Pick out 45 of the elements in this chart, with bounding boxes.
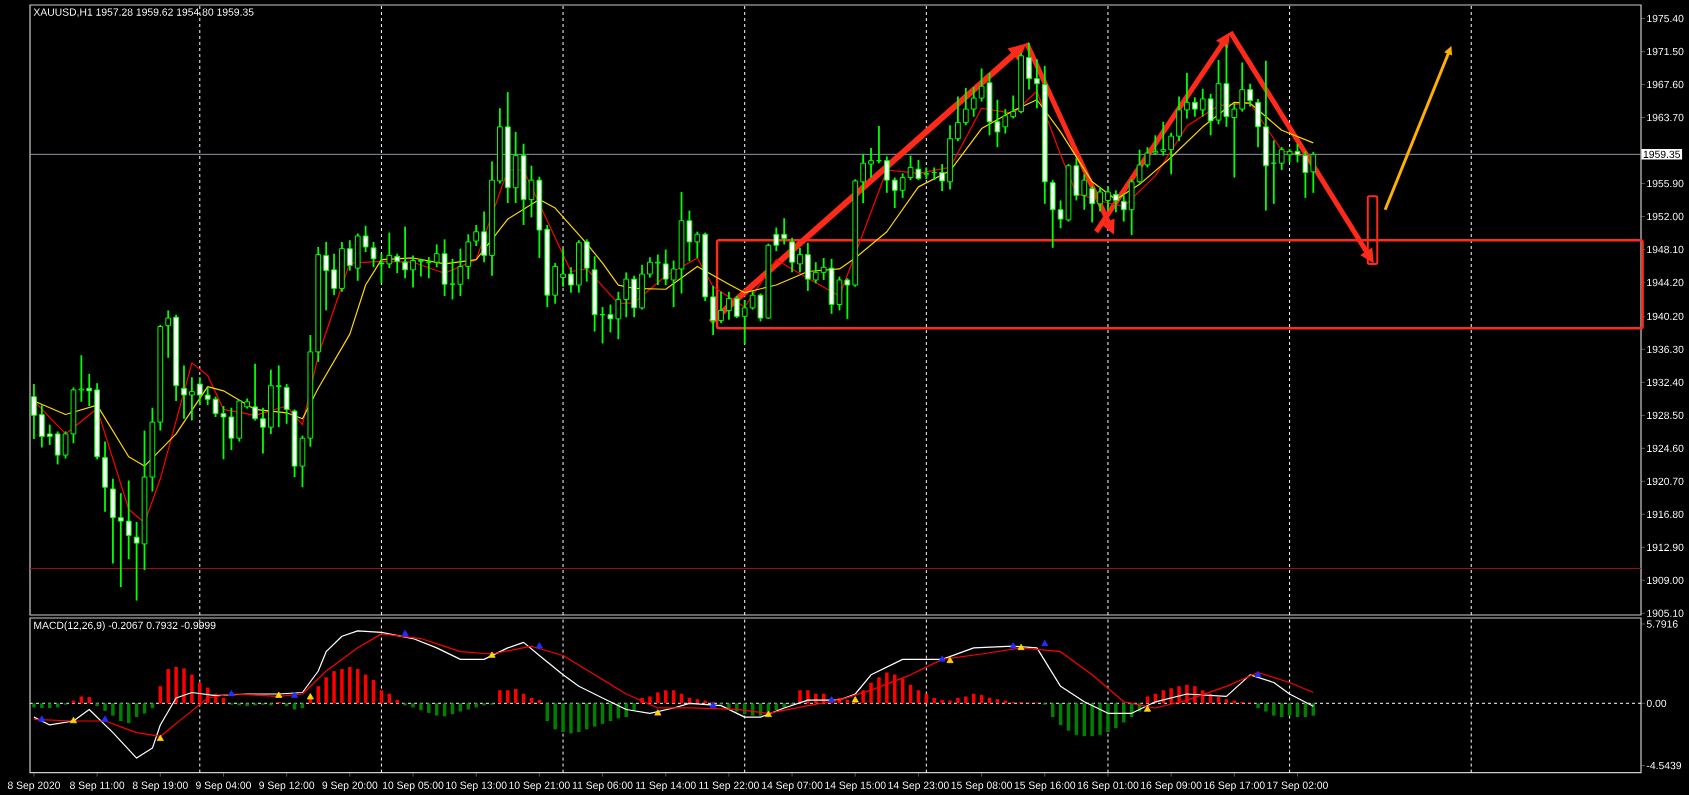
- y-tick-label: 5.7916: [1646, 620, 1678, 628]
- y-tick-label: 1912.90: [1647, 543, 1684, 551]
- x-tick-label: 15 Sep 08:00: [951, 781, 1013, 792]
- y-tick-label: 1963.70: [1647, 113, 1684, 122]
- y-tick-label: 1971.50: [1647, 47, 1684, 56]
- y-tick-label: 1975.40: [1647, 14, 1684, 23]
- y-tick-label: 1948.10: [1647, 245, 1684, 254]
- y-tick-label: 1967.60: [1647, 80, 1684, 89]
- y-tick-label: 1916.80: [1647, 510, 1684, 518]
- y-tick-label: 0.00: [1646, 699, 1667, 707]
- x-tick-label: 17 Sep 02:00: [1267, 781, 1328, 792]
- y-tick-label: 1920.70: [1647, 477, 1684, 485]
- y-tick-label: 1936.30: [1647, 345, 1684, 353]
- x-tick-label: 14 Sep 07:00: [762, 781, 823, 792]
- x-tick-label: 9 Sep 12:00: [259, 781, 315, 792]
- x-tick-label: 11 Sep 06:00: [572, 781, 633, 792]
- y-tick-label: 1909.00: [1647, 576, 1684, 584]
- y-tick-label: 1932.40: [1647, 378, 1684, 386]
- y-tick-label: 1940.20: [1647, 312, 1684, 321]
- x-tick-label: 9 Sep 20:00: [322, 781, 378, 792]
- x-tick-label: 14 Sep 15:00: [825, 781, 886, 792]
- x-tick-label: 11 Sep 14:00: [636, 781, 696, 792]
- y-tick-label: 1952.00: [1647, 212, 1684, 221]
- y-tick-label: 1928.50: [1647, 411, 1684, 419]
- x-tick-label: 16 Sep 01:00: [1077, 781, 1139, 792]
- x-tick-label: 11 Sep 22:00: [699, 781, 759, 792]
- x-tick-label: 10 Sep 05:00: [382, 781, 444, 792]
- x-tick-label: 16 Sep 17:00: [1204, 781, 1265, 792]
- x-tick-label: 9 Sep 04:00: [196, 781, 252, 792]
- y-tick-label: 1905.10: [1647, 609, 1684, 617]
- x-tick-label: 10 Sep 21:00: [509, 781, 570, 792]
- x-tick-label: 8 Sep 2020: [7, 781, 61, 792]
- y-tick-label: 1924.60: [1647, 444, 1684, 452]
- x-tick-label: 16 Sep 09:00: [1141, 781, 1202, 792]
- x-tick-label: 8 Sep 11:00: [70, 781, 125, 792]
- chart-title: MACD(12,26,9) -0.2067 0.7932 -0.9999: [34, 621, 216, 632]
- y-tick-label: -4.5439: [1646, 761, 1682, 770]
- x-tick-label: 8 Sep 19:00: [132, 781, 188, 792]
- y-tick-label: 1944.20: [1647, 278, 1684, 287]
- chart-title: XAUUSD,H1 1957.28 1959.62 1954.80 1959.35: [33, 8, 254, 17]
- x-tick-label: 14 Sep 23:00: [888, 781, 949, 792]
- ref-line-label: 1959.35: [1643, 150, 1681, 158]
- x-tick-label: 10 Sep 13:00: [446, 781, 507, 792]
- x-tick-label: 15 Sep 16:00: [1014, 781, 1076, 792]
- y-tick-label: 1955.90: [1647, 179, 1684, 188]
